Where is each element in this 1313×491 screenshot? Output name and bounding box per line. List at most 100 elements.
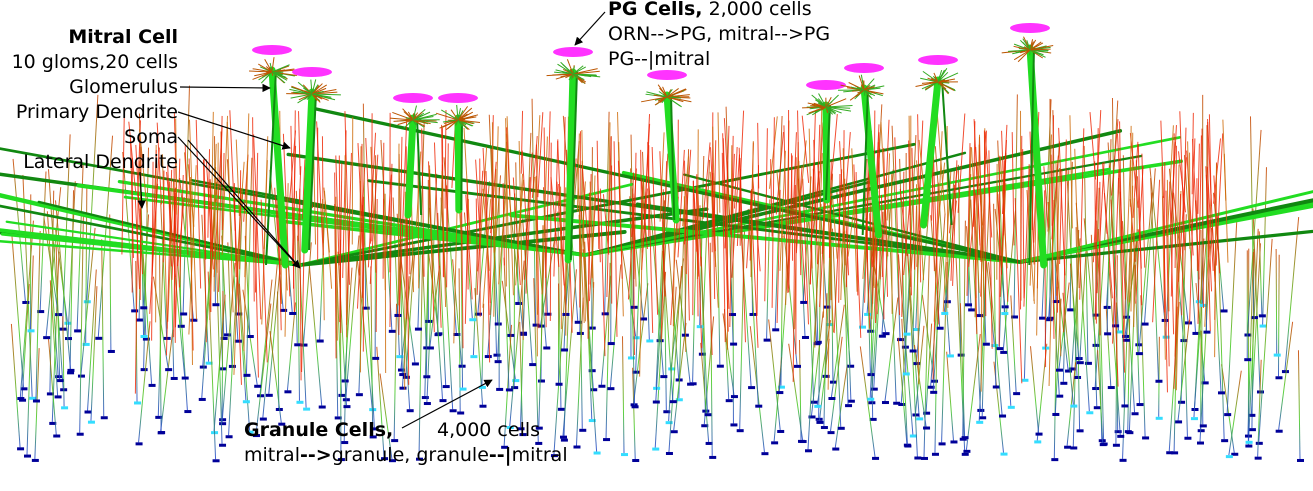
pg-dendrite bbox=[1043, 166, 1049, 228]
granule-soma bbox=[560, 435, 568, 439]
pg-dendrite bbox=[798, 160, 801, 227]
primary-dendrite bbox=[404, 114, 417, 219]
glomerulus-branch bbox=[271, 71, 288, 81]
lateral-dendrite bbox=[1018, 190, 1313, 264]
granule-soma bbox=[1245, 440, 1253, 444]
glomerulus-branch bbox=[572, 68, 598, 75]
granule-dendrite bbox=[1075, 202, 1090, 412]
pg-inhibition: PG--|mitral bbox=[608, 48, 711, 70]
pg-dendrite bbox=[1111, 119, 1119, 196]
primary-dendrite-shade bbox=[308, 91, 317, 251]
pg-dendrite bbox=[323, 190, 333, 289]
pg-dendrite bbox=[491, 122, 495, 253]
granule-soma bbox=[968, 308, 976, 312]
granule-soma bbox=[399, 386, 407, 390]
glomerulus-label: Glomerulus bbox=[69, 76, 178, 98]
granule-soma bbox=[1180, 339, 1188, 343]
granule-dendrite bbox=[11, 232, 24, 388]
primary-dendrite-shade bbox=[861, 87, 869, 236]
granule-soma bbox=[134, 401, 142, 405]
pg-dendrite bbox=[274, 187, 281, 275]
granule-soma bbox=[170, 376, 178, 380]
lateral-dendrite bbox=[0, 147, 587, 257]
granule-dendrite bbox=[818, 204, 822, 418]
granule-soma bbox=[1067, 308, 1075, 312]
pg-dendrite bbox=[1160, 120, 1165, 198]
granule-soma bbox=[1092, 387, 1100, 391]
pg-dendrite bbox=[830, 114, 838, 180]
pg-dendrite bbox=[1116, 133, 1126, 300]
granule-soma bbox=[459, 387, 467, 391]
granule-soma bbox=[56, 379, 64, 383]
granule-soma bbox=[1122, 338, 1130, 342]
pg-dendrite bbox=[659, 151, 666, 297]
granule-soma bbox=[1217, 391, 1225, 395]
granule-dendrite bbox=[452, 259, 463, 365]
granule-dendrite bbox=[399, 253, 416, 363]
granule-soma bbox=[53, 434, 61, 438]
pg-dendrite bbox=[121, 113, 125, 255]
granule-soma bbox=[950, 440, 958, 444]
glomerulus-branch bbox=[937, 81, 955, 91]
granule-soma bbox=[180, 312, 188, 316]
primary-dendrite-shade bbox=[569, 71, 578, 261]
granule-soma bbox=[415, 457, 423, 461]
granule-soma bbox=[1254, 456, 1262, 460]
granule-soma bbox=[1220, 309, 1228, 313]
granule-dendrite bbox=[1199, 227, 1213, 442]
granule-soma bbox=[46, 392, 54, 396]
granule-soma bbox=[300, 343, 308, 347]
glomerulus-branch bbox=[271, 71, 274, 76]
granule-dendrite bbox=[1168, 168, 1184, 340]
pg-dendrite bbox=[1123, 160, 1131, 338]
glomerulus-branch bbox=[572, 73, 576, 76]
granule-soma bbox=[131, 309, 139, 313]
granule-dendrite bbox=[12, 158, 26, 302]
granule-soma bbox=[607, 387, 615, 391]
granule-soma bbox=[687, 382, 695, 386]
glomerulus-branch bbox=[435, 112, 459, 121]
pg-dendrite bbox=[851, 148, 858, 292]
pg-dendrite bbox=[205, 159, 214, 270]
granule-soma bbox=[87, 420, 95, 424]
granule-dendrite bbox=[1128, 229, 1138, 432]
granule-soma bbox=[573, 445, 581, 449]
granule-dendrite bbox=[1200, 229, 1204, 425]
pg-dendrite bbox=[1129, 132, 1139, 208]
granule-soma bbox=[1064, 445, 1072, 449]
granule-dendrite bbox=[159, 248, 162, 432]
granule-soma bbox=[1136, 403, 1144, 407]
pg-dendrite bbox=[683, 196, 687, 352]
granule-dendrite bbox=[1195, 283, 1206, 382]
pg-dendrite bbox=[702, 142, 711, 219]
glomerulus-branch bbox=[412, 113, 437, 121]
glomerulus-branch bbox=[666, 95, 673, 98]
granule-dendrite bbox=[897, 337, 908, 444]
lateral-dendrite bbox=[583, 151, 967, 257]
pg-dendrite bbox=[1207, 122, 1209, 258]
glomerulus-branch bbox=[311, 93, 341, 96]
granule-soma bbox=[675, 398, 683, 402]
pg-dendrite bbox=[167, 181, 175, 322]
granule-soma bbox=[665, 451, 673, 455]
pg-dendrite bbox=[316, 121, 324, 256]
granule-soma bbox=[1259, 324, 1267, 328]
granule-dendrite bbox=[1144, 168, 1156, 323]
granule-soma bbox=[1245, 444, 1253, 448]
granule-dendrite bbox=[26, 255, 34, 455]
granule-soma bbox=[394, 313, 402, 317]
granule-soma bbox=[67, 371, 75, 375]
pg-dendrite bbox=[184, 144, 189, 256]
granule-soma bbox=[1221, 439, 1229, 443]
glomerulus-branch bbox=[937, 69, 943, 83]
pg-dendrite bbox=[916, 160, 925, 281]
granule-dendrite bbox=[1090, 234, 1098, 407]
granule-soma bbox=[725, 399, 733, 403]
granule-dendrite bbox=[302, 242, 312, 344]
glomerulus-tuft bbox=[252, 45, 292, 55]
granule-soma bbox=[1121, 404, 1129, 408]
granule-soma bbox=[1114, 430, 1122, 434]
pg-dendrite bbox=[299, 188, 302, 381]
granule-soma bbox=[1190, 417, 1198, 421]
glomerulus-branch bbox=[412, 105, 417, 121]
